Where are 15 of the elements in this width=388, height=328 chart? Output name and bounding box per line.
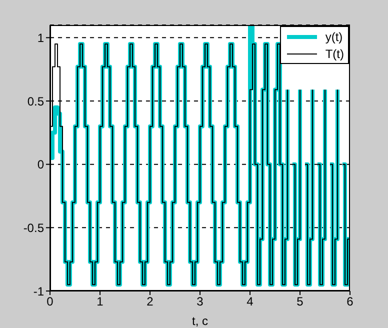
y-tick-label: 1 bbox=[37, 30, 44, 45]
y-tick-label: -0.5 bbox=[23, 220, 44, 235]
legend-label: T(t) bbox=[325, 46, 344, 60]
y-tick-label: 0 bbox=[37, 158, 44, 172]
x-tick-label: 6 bbox=[346, 294, 354, 309]
x-axis-title: t, c bbox=[192, 314, 208, 328]
y-tick-label: 0.5 bbox=[27, 94, 44, 108]
x-tick-label: 1 bbox=[96, 294, 104, 309]
x-tick-label: 2 bbox=[146, 294, 154, 309]
x-tick-label: 4 bbox=[246, 294, 254, 309]
x-tick-label: 0 bbox=[46, 294, 54, 309]
x-tick-label: 5 bbox=[296, 294, 304, 309]
legend-label: y(t) bbox=[325, 30, 343, 44]
y-tick-label: -1 bbox=[33, 284, 44, 298]
x-tick-label: 3 bbox=[196, 294, 204, 309]
